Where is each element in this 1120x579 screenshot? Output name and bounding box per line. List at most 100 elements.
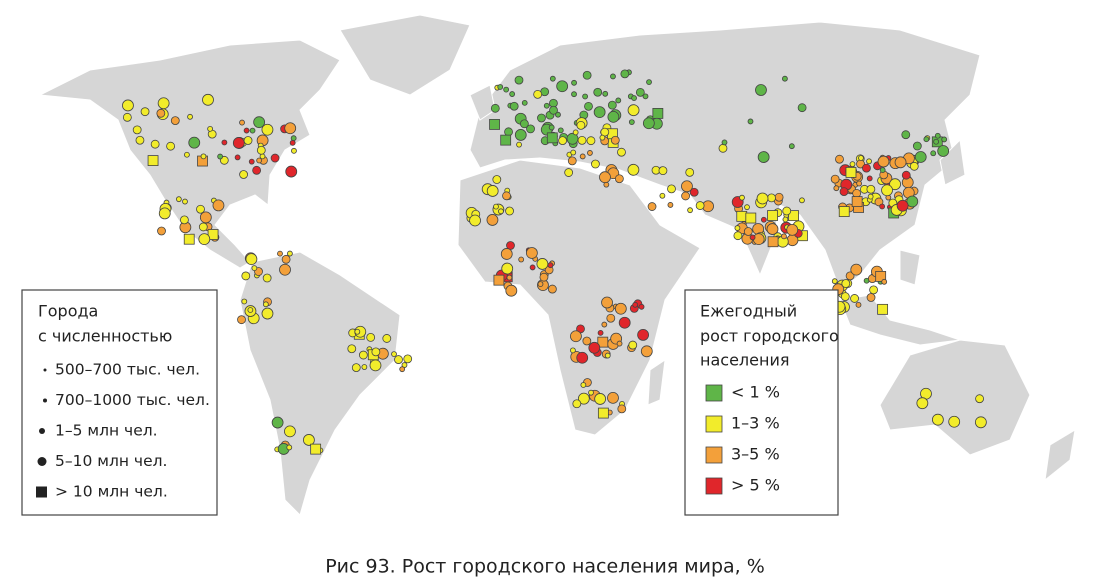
city-marker <box>187 113 193 120</box>
city-marker <box>202 93 214 106</box>
city-marker <box>974 416 987 429</box>
city-marker <box>607 100 617 110</box>
city-marker <box>628 119 635 125</box>
size-symbol <box>43 368 47 372</box>
city-marker <box>845 167 857 178</box>
city-marker <box>747 118 754 125</box>
city-marker <box>788 143 795 150</box>
city-marker <box>614 174 624 184</box>
city-marker <box>685 167 695 177</box>
city-marker <box>184 151 190 158</box>
city-marker <box>782 206 792 216</box>
growth-legend-title: населения <box>700 351 789 370</box>
city-marker <box>659 192 666 199</box>
size-legend-title: Города <box>38 302 98 321</box>
city-marker <box>570 330 582 343</box>
city-marker <box>601 296 613 309</box>
city-marker <box>647 202 657 211</box>
city-marker <box>745 212 757 224</box>
city-marker <box>543 102 550 109</box>
caption: Рис 93. Рост городского населения мира, … <box>325 556 765 578</box>
growth-legend-label: > 5 % <box>731 476 780 495</box>
city-marker <box>931 413 944 426</box>
city-marker <box>642 93 649 100</box>
city-marker <box>490 103 500 113</box>
city-marker <box>514 129 527 141</box>
city-marker <box>782 75 788 82</box>
city-marker <box>570 149 577 156</box>
city-marker <box>571 91 577 98</box>
city-marker <box>799 197 805 204</box>
city-marker <box>570 347 576 354</box>
city-marker <box>582 336 592 346</box>
city-marker <box>588 341 601 354</box>
city-marker <box>262 301 269 308</box>
city-marker <box>207 229 219 240</box>
city-marker <box>835 154 844 164</box>
city-marker <box>689 187 699 197</box>
city-marker <box>347 344 357 354</box>
city-marker <box>739 194 745 201</box>
city-marker <box>788 210 799 222</box>
city-marker <box>140 107 150 117</box>
city-marker <box>889 178 901 191</box>
city-marker <box>877 303 889 315</box>
city-marker <box>869 285 879 295</box>
city-marker <box>620 69 630 79</box>
city-marker <box>849 161 856 168</box>
growth-legend-title: рост городского <box>700 327 839 346</box>
city-marker <box>166 141 176 151</box>
city-marker <box>237 315 246 325</box>
growth-legend-label: 1–3 % <box>731 414 780 433</box>
city-marker <box>916 397 929 410</box>
city-marker <box>503 86 510 93</box>
city-marker <box>382 334 392 343</box>
city-marker <box>597 336 609 348</box>
city-marker <box>658 166 668 176</box>
city-marker <box>786 223 799 236</box>
city-marker <box>862 163 871 173</box>
city-marker <box>557 127 564 134</box>
city-marker <box>640 345 653 358</box>
size-legend-label: 700–1000 тыс. чел. <box>55 391 210 409</box>
city-marker <box>182 198 188 205</box>
city-marker <box>548 124 555 131</box>
city-marker <box>594 393 607 405</box>
city-marker <box>934 132 941 139</box>
size-symbol <box>39 428 45 434</box>
city-marker <box>851 196 863 207</box>
city-marker <box>850 263 863 276</box>
city-marker <box>866 293 876 302</box>
city-marker <box>941 136 948 143</box>
city-marker <box>403 354 413 364</box>
city-marker <box>604 352 611 359</box>
city-marker <box>147 155 159 166</box>
city-marker <box>767 210 778 221</box>
city-marker <box>509 101 519 111</box>
city-marker <box>399 366 406 373</box>
city-marker <box>635 87 645 97</box>
city-marker <box>279 263 291 276</box>
city-marker <box>637 329 650 341</box>
city-marker <box>256 145 266 155</box>
city-marker <box>394 355 403 364</box>
city-marker <box>831 278 838 285</box>
city-marker <box>170 116 180 126</box>
city-marker <box>261 307 274 320</box>
city-marker <box>486 185 499 197</box>
city-marker <box>797 103 807 113</box>
growth-legend-label: 3–5 % <box>731 445 780 464</box>
city-marker <box>506 274 513 281</box>
city-marker <box>774 192 784 202</box>
city-marker <box>767 236 779 248</box>
land <box>38 14 1076 516</box>
city-marker <box>571 79 577 86</box>
city-marker <box>239 170 248 179</box>
city-marker <box>838 206 850 217</box>
city-marker <box>867 193 874 200</box>
growth-swatch <box>705 384 723 402</box>
city-marker <box>577 135 587 145</box>
city-marker <box>251 265 258 272</box>
city-marker <box>196 204 205 214</box>
